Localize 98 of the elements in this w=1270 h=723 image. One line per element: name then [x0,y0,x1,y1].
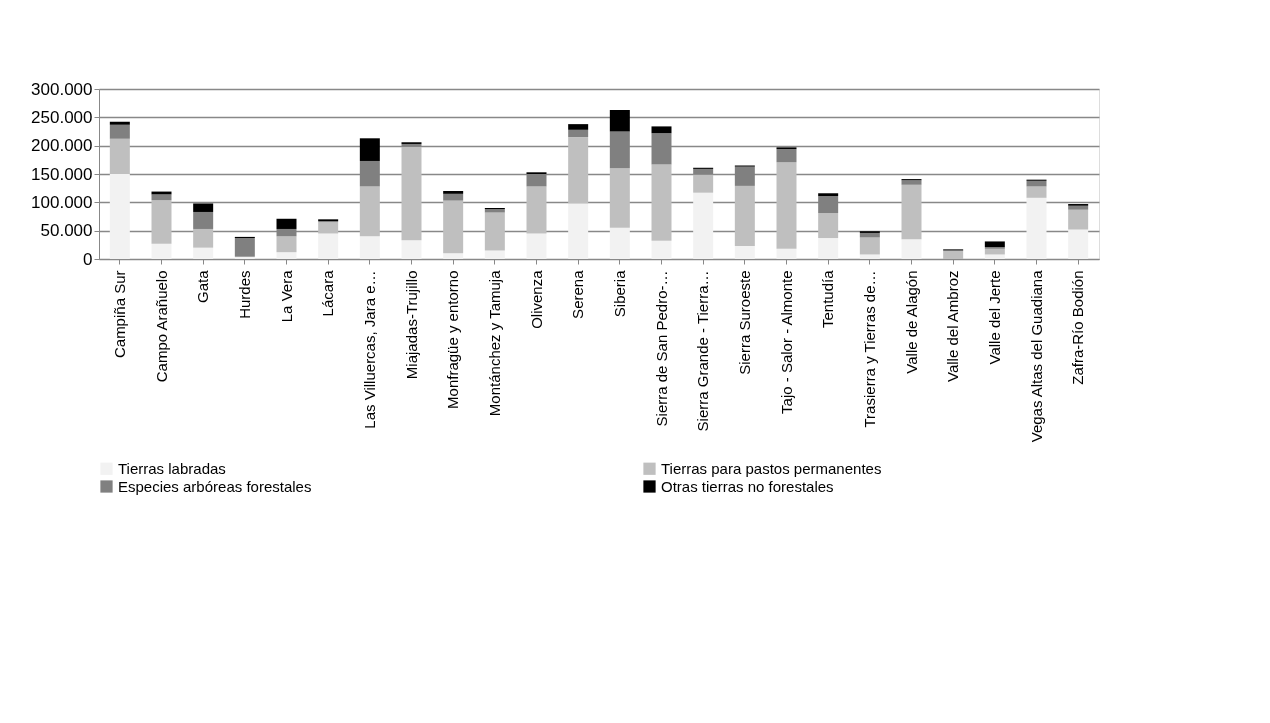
bar [359,138,380,161]
bar [484,212,505,251]
bar [109,124,130,139]
bar [443,200,464,254]
bar [568,203,589,259]
y-tick-label: 0 [83,249,93,269]
x-tick-label: Monfragüe y entorno [444,270,462,409]
x-tick-label: Siberia [610,269,628,318]
bar [943,250,964,259]
bar [526,186,547,234]
bar [609,168,630,228]
bar [734,185,755,246]
legend-label: Tierras labradas [118,459,226,477]
bar [818,193,839,197]
bar [443,191,464,194]
x-tick-label: Sierra Suroeste [735,270,753,375]
x-tick-label: Trasierra y Tierras de… [860,270,878,428]
bar [651,240,672,259]
x-tick-label: Sierra de San Pedro-… [652,270,670,427]
bar [1068,205,1089,210]
y-tick-label: 150.000 [31,164,93,184]
y-tick-label: 300.000 [31,79,93,99]
bar [109,174,130,259]
x-tick-label: Tajo - Salor - Almonte [777,270,795,414]
bar [234,238,255,257]
bar [193,228,214,248]
bar [1068,229,1089,259]
bar [984,241,1005,248]
x-tick-label: Montánchez y Tamuja [485,269,503,417]
bar [693,174,714,193]
x-tick-label: Olivenza [527,269,545,329]
bar [859,254,880,259]
bar [818,238,839,259]
bar [818,213,839,239]
bar [318,222,339,234]
x-tick-label: Campiña Sur [110,270,128,359]
bar [484,250,505,259]
bar [318,233,339,259]
bar [1068,209,1089,230]
x-tick-label: Tentudía [819,269,837,329]
x-tick-label: Gata [194,269,212,304]
x-tick-label: Lácara [319,269,337,317]
bar [193,247,214,259]
bar [568,129,589,138]
bar [276,218,297,229]
bar [776,162,797,249]
bar [443,193,464,201]
y-tick-label: 100.000 [31,192,93,212]
y-tick-label: 200.000 [31,136,93,156]
x-tick-label: Zafra-Río Bodión [1069,270,1087,385]
bar [109,121,130,125]
x-tick-label: Valle del Jerte [985,270,1003,365]
bar [151,200,172,244]
legend-label: Otras tierras no forestales [661,477,834,495]
bar [651,126,672,134]
bar [859,237,880,255]
bar [526,233,547,259]
y-tick-label: 50.000 [40,221,93,241]
bar [151,194,172,201]
x-tick-label: Sierra Grande - Tierra… [694,270,712,432]
bar [776,149,797,163]
x-tick-label: Miajadas-Trujillo [402,270,420,380]
bar [443,253,464,259]
bar [609,227,630,259]
bar [901,239,922,259]
legend-label: Especies arbóreas forestales [118,477,312,495]
bar [609,109,630,132]
bar [568,124,589,130]
bar [651,164,672,241]
bar [693,192,714,259]
bar [151,243,172,259]
x-tick-label: Campo Arañuelo [152,270,170,383]
y-tick-label: 250.000 [31,107,93,127]
bar [568,137,589,204]
bar [359,186,380,237]
bar [1026,197,1047,259]
x-tick-label: La Vera [277,269,295,323]
bar [984,254,1005,259]
legend-label: Tierras para pastos permanentes [661,459,882,477]
bar [901,184,922,240]
bar [776,248,797,259]
x-tick-label: Vegas Altas del Guadiana [1027,269,1045,443]
bar [109,138,130,174]
x-tick-label: Valle de Alagón [902,270,920,374]
bar [276,252,297,259]
bar [276,236,297,253]
x-tick-label: Serena [569,269,587,319]
bar [901,180,922,185]
bar [401,146,422,241]
bar [193,203,214,212]
bar [359,236,380,259]
x-tick-label: Hurdes [235,270,253,319]
x-tick-label: Valle del Ambroz [944,270,962,382]
bar [193,211,214,229]
bar [1026,186,1047,198]
bar [734,245,755,259]
x-tick-label: Las Villuercas, Jara e… [360,270,378,429]
bar [401,240,422,259]
